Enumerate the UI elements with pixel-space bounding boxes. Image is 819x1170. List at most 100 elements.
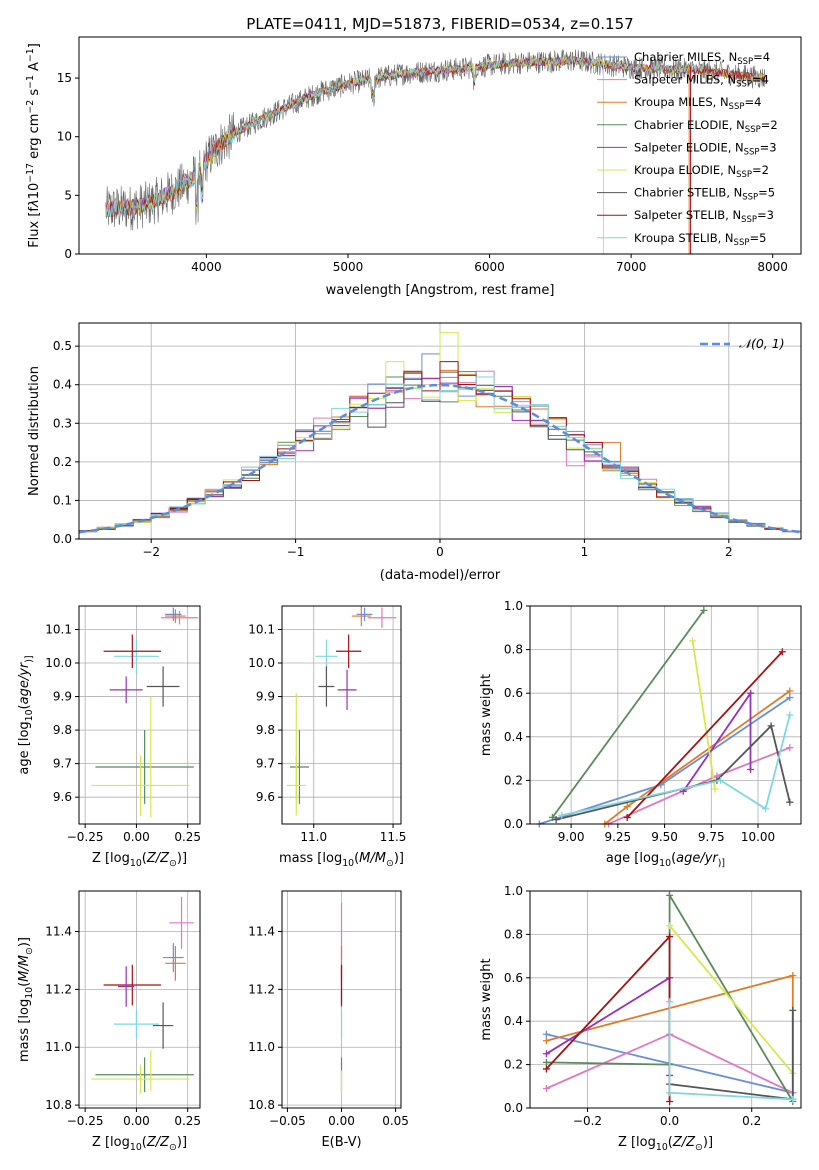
weight-line xyxy=(561,714,791,817)
weight-marker xyxy=(542,1084,550,1092)
errorbar-point xyxy=(161,611,198,625)
weights-age-panel-ylabel: mass weight xyxy=(479,674,494,756)
mass-z-panel-xlabel-part: Z [log xyxy=(92,1135,130,1150)
weights-age-panel-xlabel: age [log10(age/yr)] xyxy=(606,851,725,869)
histogram-panel: −2 −1 0 1 2 0.0 0.1 0.2 0.3 0.4 0.5 (data-model)/er… xyxy=(27,322,802,583)
histogram-xlabel: (data-model)/error xyxy=(380,568,501,583)
weight-marker xyxy=(666,922,674,930)
errorbar-point xyxy=(289,730,309,804)
tick-label-x: 0.05 xyxy=(382,1114,409,1128)
legend-n: =5 xyxy=(749,231,766,245)
age-z-panel-xlabel-part: Z/Z xyxy=(146,851,170,866)
weights-age-panel-xlabel-part: 10 xyxy=(659,858,671,869)
weight-marker xyxy=(542,1065,550,1073)
weight-line xyxy=(668,925,794,1074)
weight-marker xyxy=(623,803,631,811)
age-mass-panel-xlabel: mass [log10(M/M⊙)] xyxy=(279,851,404,869)
mass-ebv-panel: −0.05 0.00 0.05 10.8 11.0 11.2 11.4 E(B-V) xyxy=(248,890,409,1150)
age-z-panel-ylabel: age [log10(age/yr)] xyxy=(17,655,35,774)
legend-sub: SSP xyxy=(736,80,752,90)
tick-label-y: 0.3 xyxy=(53,416,72,430)
tick-label-y: 0.4 xyxy=(504,730,523,744)
weight-series-chabrier-stelib xyxy=(552,722,794,824)
tick-label-x: 2 xyxy=(725,545,733,559)
spectrum-ylabel-part: s xyxy=(27,89,42,100)
tick-label-y: 0.0 xyxy=(504,817,523,831)
weights-age-panel-xlabel-part: age [log xyxy=(606,851,659,866)
legend-sub: SSP xyxy=(741,215,757,225)
age-z-panel-xlabel-part: ( xyxy=(142,851,147,866)
legend-text: Chabrier ELODIE, N xyxy=(634,118,745,132)
errorbar-point xyxy=(165,945,186,981)
weight-series-salpeter-stelib xyxy=(623,648,786,821)
tick-label-x: 0 xyxy=(436,545,444,559)
mass-z-panel-xlabel-part: )] xyxy=(177,1135,187,1150)
tick-label-x: −1 xyxy=(287,545,305,559)
age-z-panel: −0.25 0.00 0.259.69.79.89.910.010.1Z [log1… xyxy=(17,605,201,869)
tick-label-y: 0.1 xyxy=(53,493,72,507)
legend-text: Chabrier STELIB, N xyxy=(634,186,742,200)
tick-label-x: 4000 xyxy=(191,260,222,274)
mass-z-panel-ylabel-part: M/M xyxy=(17,955,32,982)
legend-label: Kroupa MILES, NSSP=4 xyxy=(634,95,761,112)
tick-label-y: 11.2 xyxy=(248,982,275,996)
age-z-panel-xlabel-part: Z [log xyxy=(92,851,130,866)
weights-z-panel-xlabel-part: 10 xyxy=(656,1142,668,1153)
tick-label-y: 11.4 xyxy=(45,925,72,939)
age-mass-panel-xlabel-part: )] xyxy=(394,851,404,866)
weight-marker xyxy=(558,811,566,819)
age-z-panel-points xyxy=(91,607,198,818)
weights-z-panel-frame xyxy=(529,890,802,1109)
legend-sub: SSP xyxy=(734,238,750,248)
age-z-panel-ylabel-part: ( xyxy=(17,704,32,709)
age-z-panel-xlabel: Z [log10(Z/Z⊙)] xyxy=(92,851,187,869)
weight-line xyxy=(691,640,716,790)
spectrum-panel: 4000 5000 6000 7000 8000 0 5 10 15 wavelength [An… xyxy=(25,36,802,298)
legend-label: Kroupa STELIB, NSSP=5 xyxy=(634,231,766,248)
weights-age-panel-xlabel-part: ( xyxy=(671,851,676,866)
age-mass-panel-points xyxy=(286,606,397,816)
tick-label-x: 9.50 xyxy=(651,830,678,844)
weights-z-panel-xlabel-part: Z [log xyxy=(618,1135,656,1150)
weights-z-panel-xlabel: Z [log10(Z/Z⊙)] xyxy=(618,1135,713,1153)
tick-label-x: 9.75 xyxy=(698,830,725,844)
tick-label-x: 10.00 xyxy=(741,830,775,844)
weight-marker xyxy=(789,1006,797,1014)
age-z-panel-ylabel-part: age/yr xyxy=(17,661,32,704)
weight-line xyxy=(551,609,705,819)
weight-marker xyxy=(747,689,755,697)
tick-label-y: 9.9 xyxy=(53,690,72,704)
tick-label-y: 11.4 xyxy=(248,925,275,939)
age-mass-panel: 11.0 11.5 9.6 9.7 9.8 9.9 10.0 10.1 mass [log10(… xyxy=(248,605,406,869)
errorbar-point xyxy=(146,666,180,707)
tick-label-x: 0.00 xyxy=(123,830,150,844)
tick-label-y: 9.6 xyxy=(53,790,72,804)
tick-label-x: 0.0 xyxy=(660,1114,679,1128)
legend-sub: SSP xyxy=(729,102,745,112)
mass-z-panel-frame xyxy=(78,890,201,1109)
tick-label-y: 9.7 xyxy=(53,757,72,771)
tick-label-y: 10.0 xyxy=(248,656,275,670)
legend-label: Chabrier STELIB, NSSP=5 xyxy=(634,186,775,203)
tick-label-x: 0.00 xyxy=(123,1114,150,1128)
legend-n: =4 xyxy=(744,95,761,109)
legend-label: Kroupa ELODIE, NSSP=2 xyxy=(634,163,769,180)
tick-label-x: −0.25 xyxy=(67,1114,104,1128)
tick-label-y: 0.2 xyxy=(53,455,72,469)
weight-series-kroupa-elodie xyxy=(666,922,797,1077)
mass-z-panel-ylabel-part: )] xyxy=(17,937,32,947)
weights-z-panel-xlabel-part: )] xyxy=(703,1135,713,1150)
histogram-ylabel: Normed distribution xyxy=(27,366,42,496)
spectrum-line-kroupa-stelib xyxy=(105,56,697,217)
legend-n: =5 xyxy=(758,186,775,200)
weight-line xyxy=(669,1010,794,1101)
spectrum-ylabel-part: Flux [f xyxy=(27,207,42,248)
weight-marker xyxy=(747,766,755,773)
mass-z-panel-xlabel-part: Z/Z xyxy=(146,1135,170,1150)
tick-label-x: 0.25 xyxy=(174,830,201,844)
histogram-legend-label: 𝒩(0, 1) xyxy=(739,336,785,351)
age-z-panel-ylabel-part: )] xyxy=(24,655,35,662)
errorbar-point xyxy=(95,1057,194,1093)
